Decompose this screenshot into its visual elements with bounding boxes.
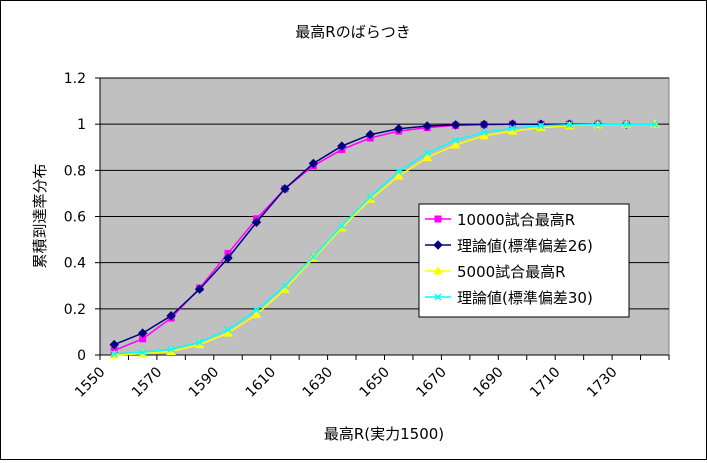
data-point xyxy=(565,121,573,129)
x-tick-label: 1610 xyxy=(243,364,280,401)
legend-marker xyxy=(433,240,443,250)
data-point xyxy=(337,141,347,151)
legend-marker xyxy=(434,293,442,301)
data-point xyxy=(537,122,545,130)
data-point xyxy=(508,124,517,132)
data-point xyxy=(422,121,432,131)
data-point xyxy=(309,253,317,261)
x-tick-label: 1570 xyxy=(129,364,166,401)
data-point xyxy=(365,129,375,140)
data-point xyxy=(280,184,290,194)
data-point xyxy=(395,167,403,176)
data-point xyxy=(423,149,431,157)
x-tick-label: 1630 xyxy=(300,364,337,401)
x-tick-label: 1690 xyxy=(470,364,507,401)
data-point xyxy=(450,120,461,130)
y-tick-label: 1 xyxy=(77,117,86,133)
data-point xyxy=(194,284,205,294)
data-point xyxy=(452,136,460,144)
x-tick-label: 1650 xyxy=(356,364,393,401)
series-4 xyxy=(110,120,659,358)
data-point xyxy=(450,139,461,149)
data-point xyxy=(109,339,119,350)
data-point xyxy=(651,120,659,128)
y-tick-label: 0.4 xyxy=(64,256,86,272)
legend-entry: 理論値(標準偏差30) xyxy=(425,289,593,307)
series-line xyxy=(114,123,655,355)
legend-entry: 10000試合最高R xyxy=(425,211,575,229)
legend-label: 理論値(標準偏差26) xyxy=(457,237,593,255)
x-tick-label: 1730 xyxy=(584,364,621,401)
y-tick-label: 0.6 xyxy=(64,210,86,226)
data-point xyxy=(594,120,602,128)
data-point xyxy=(252,306,261,314)
data-point xyxy=(479,119,489,130)
series-layer xyxy=(109,119,660,359)
data-point xyxy=(139,348,147,356)
x-tick-label: 1710 xyxy=(527,364,564,401)
data-point xyxy=(422,152,433,162)
data-point xyxy=(480,128,488,136)
data-point xyxy=(196,338,204,346)
data-point xyxy=(394,124,404,134)
y-axis-label: 累積到達率分布 xyxy=(31,163,49,268)
chart-title: 最高Rのばらつき xyxy=(295,23,410,41)
data-point xyxy=(251,217,262,227)
x-tick-label: 1590 xyxy=(186,364,223,401)
data-point xyxy=(223,253,233,263)
data-point xyxy=(366,193,374,201)
data-point xyxy=(622,120,630,128)
x-tick-label: 1550 xyxy=(72,364,109,401)
legend-entry: 理論値(標準偏差26) xyxy=(425,237,593,255)
data-point xyxy=(308,158,319,169)
y-tick-label: 0 xyxy=(77,348,86,364)
data-point xyxy=(224,326,232,334)
legend-marker xyxy=(433,265,443,275)
data-point xyxy=(166,311,176,321)
y-tick-label: 0.8 xyxy=(64,163,86,179)
x-axis-label: 最高R(実力1500) xyxy=(324,425,444,443)
data-point xyxy=(251,309,262,319)
data-point xyxy=(110,350,118,358)
y-tick-label: 0.2 xyxy=(64,302,86,318)
data-point xyxy=(167,345,175,353)
legend-label: 10000試合最高R xyxy=(457,211,575,229)
data-point xyxy=(137,328,148,338)
series-line xyxy=(114,123,655,356)
legend-marker xyxy=(434,215,442,223)
legend: 10000試合最高R 理論値(標準偏差26) 5000試合最高R 理論値(標準偏差30… xyxy=(418,203,630,318)
legend-entries: 10000試合最高R 理論値(標準偏差26) 5000試合最高R 理論値(標準偏差30… xyxy=(425,211,593,307)
data-point xyxy=(338,222,346,230)
legend-entry: 5000試合最高R xyxy=(425,263,566,281)
legend-label: 理論値(標準偏差30) xyxy=(457,289,593,307)
legend-label: 5000試合最高R xyxy=(457,263,566,281)
x-tick-label: 1670 xyxy=(413,364,450,401)
legend-box xyxy=(418,203,630,318)
data-point xyxy=(393,171,404,180)
y-tick-label: 1.2 xyxy=(64,71,86,87)
data-point xyxy=(281,282,289,290)
